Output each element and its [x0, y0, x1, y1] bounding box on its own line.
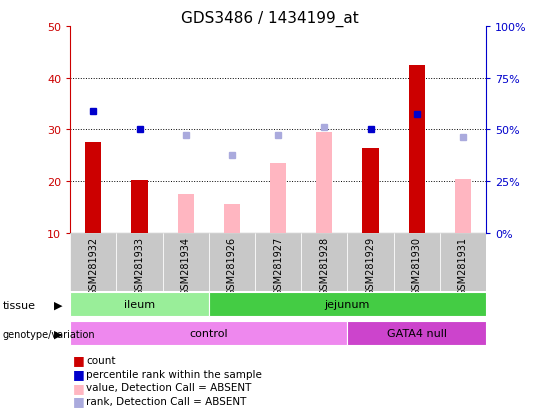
Bar: [362, 148, 379, 233]
Bar: [131, 180, 147, 233]
Bar: [394, 233, 440, 291]
Text: GSM281930: GSM281930: [411, 236, 422, 295]
Text: GSM281932: GSM281932: [89, 236, 98, 295]
Text: ■: ■: [73, 354, 85, 367]
Text: GSM281927: GSM281927: [273, 236, 283, 295]
Bar: [70, 321, 347, 346]
Text: ■: ■: [73, 394, 85, 408]
Bar: [178, 195, 194, 233]
Text: count: count: [86, 355, 116, 365]
Bar: [316, 133, 333, 233]
Bar: [70, 292, 209, 317]
Bar: [209, 233, 255, 291]
Text: ▶: ▶: [53, 329, 62, 339]
Bar: [301, 233, 347, 291]
Bar: [117, 233, 163, 291]
Text: value, Detection Call = ABSENT: value, Detection Call = ABSENT: [86, 382, 252, 392]
Text: GSM281931: GSM281931: [458, 236, 468, 295]
Bar: [409, 66, 425, 233]
Text: ileum: ileum: [124, 299, 155, 310]
Text: GSM281928: GSM281928: [319, 236, 329, 295]
Text: tissue: tissue: [3, 300, 36, 310]
Text: genotype/variation: genotype/variation: [3, 329, 96, 339]
Bar: [455, 179, 471, 233]
Text: jejunum: jejunum: [325, 299, 370, 310]
Bar: [255, 233, 301, 291]
Bar: [70, 233, 117, 291]
Text: ■: ■: [73, 367, 85, 380]
Text: percentile rank within the sample: percentile rank within the sample: [86, 369, 262, 379]
Bar: [85, 143, 102, 233]
Text: GDS3486 / 1434199_at: GDS3486 / 1434199_at: [181, 10, 359, 26]
Text: GSM281933: GSM281933: [134, 236, 145, 295]
Bar: [347, 233, 394, 291]
Text: ▶: ▶: [53, 300, 62, 310]
Text: control: control: [190, 328, 228, 339]
Bar: [440, 233, 486, 291]
Bar: [209, 292, 486, 317]
Bar: [163, 233, 209, 291]
Text: GATA4 null: GATA4 null: [387, 328, 447, 339]
Text: rank, Detection Call = ABSENT: rank, Detection Call = ABSENT: [86, 396, 247, 406]
Text: GSM281926: GSM281926: [227, 236, 237, 295]
Text: ■: ■: [73, 381, 85, 394]
Bar: [347, 321, 486, 346]
Text: GSM281934: GSM281934: [181, 236, 191, 295]
Text: GSM281929: GSM281929: [366, 236, 375, 295]
Bar: [270, 164, 286, 233]
Bar: [224, 205, 240, 233]
